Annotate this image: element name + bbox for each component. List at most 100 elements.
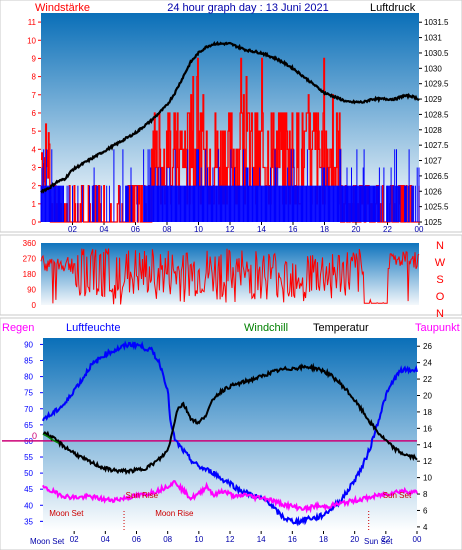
x-tick-label: 12: [226, 535, 235, 544]
x-tick-label: 10: [194, 225, 203, 234]
y-left-ticks-wind: 0 1 2 3 4 5 6 7 8 9 10 11: [27, 18, 41, 227]
y-humidity-tick-label: 85: [24, 357, 33, 366]
y-temperature-tick-label: 20: [423, 391, 432, 400]
legend-temperature: Temperatur: [313, 322, 369, 334]
y-humidity-tick-label: 50: [24, 469, 33, 478]
x-tick-label: 22: [383, 225, 392, 234]
x-tick-label: 04: [101, 535, 110, 544]
y-left-tick-label: 11: [28, 18, 37, 27]
y-humidity-tick-label: 80: [24, 373, 33, 382]
x-tick-label: 06: [131, 225, 140, 234]
x-tick-label: 20: [350, 535, 359, 544]
y-direction-tick-label: 270: [23, 255, 37, 264]
y-right-tick-label: 1029.5: [424, 80, 449, 89]
legend: Regen Luftfeuchte Windchill Temperatur T…: [2, 322, 460, 334]
compass-label: W: [435, 257, 446, 269]
legend-dewpoint: Taupunkt: [415, 322, 460, 334]
x-ticks-bottom: 02 04 06 08 10 12 14 16 18 20 22 00: [70, 531, 422, 544]
compass-label: N: [436, 240, 444, 252]
wind-direction-line: [40, 248, 420, 305]
y-right-tick-label: 1026.5: [424, 172, 449, 181]
y-right-tick-label: 1028.5: [424, 110, 449, 119]
x-tick-label: 20: [352, 225, 361, 234]
y-temperature-tick-label: 26: [423, 342, 432, 351]
humidity-line: [42, 340, 418, 527]
y-direction-tick-label: 90: [27, 286, 36, 295]
y-left-tick-label: 5: [32, 127, 37, 136]
y-humidity-tick-label: 55: [24, 453, 33, 462]
legend-rain: Regen: [2, 322, 34, 334]
y-left-tick-label: 1: [32, 200, 37, 209]
y-left-tick-label: 10: [27, 36, 36, 45]
x-ticks-top: 02 04 06 08 10 12 14 16 18 20 22 00: [68, 222, 424, 234]
y-right-tick-label: 1027: [424, 157, 442, 166]
annotation-label: Sun Set: [383, 491, 412, 500]
y-left-tick-label: 9: [32, 54, 37, 63]
y-right-tick-label: 1029: [424, 95, 442, 104]
y-temperature-tick-label: 4: [423, 523, 428, 532]
y-left-tick-label: 0: [32, 218, 37, 227]
y-temperature-tick-label: 10: [423, 474, 432, 483]
annotation-label: Sun Set: [364, 537, 393, 546]
y-direction-tick-label: 180: [23, 270, 37, 279]
left-axis-title: Windstärke: [35, 2, 90, 14]
x-tick-label: 06: [132, 535, 141, 544]
y-temperature-tick-label: 22: [423, 375, 432, 384]
temperature-line: [42, 362, 418, 476]
y-humidity-tick-label: 75: [24, 389, 33, 398]
compass-label: O: [436, 291, 445, 303]
annotation-label: Sun Rise: [126, 491, 159, 500]
y-left-tick-label: 4: [32, 145, 37, 154]
y-right-tick-label: 1028: [424, 126, 442, 135]
y-right-tick-label: 1030: [424, 64, 442, 73]
y-temperature-tick-label: 12: [423, 457, 432, 466]
y-right-tick-label: 1030.5: [424, 49, 449, 58]
y-direction-tick-label: 0: [32, 301, 37, 310]
y-humidity-tick-label: 40: [24, 501, 33, 510]
y-humidity-tick-label: 35: [24, 517, 33, 526]
windchill-line: [42, 433, 59, 444]
y-left-tick-label: 7: [32, 91, 37, 100]
y-right-tick-label: 1025: [424, 218, 442, 227]
y-left-tick-label: 3: [32, 163, 37, 172]
x-tick-label: 04: [100, 225, 109, 234]
annotation-label: Moon Rise: [155, 509, 194, 518]
x-tick-label: 12: [226, 225, 235, 234]
y-right-tick-label: 1025.5: [424, 203, 449, 212]
y-temperature-tick-label: 6: [423, 506, 428, 515]
y-left-tick-label: 6: [32, 109, 37, 118]
rain-zero-label: 0: [32, 431, 37, 441]
y-temperature-tick-label: 18: [423, 408, 432, 417]
y-right-tick-label: 1026: [424, 187, 442, 196]
gust-series: [40, 149, 420, 222]
legend-humidity: Luftfeuchte: [66, 322, 120, 334]
y-humidity-tick-label: 90: [24, 340, 33, 349]
compass-label: N: [436, 308, 444, 320]
x-tick-label: 02: [68, 225, 77, 234]
y-temperature-tick-label: 8: [423, 490, 428, 499]
pressure-line: [40, 40, 420, 194]
right-axis-title: Luftdruck: [370, 2, 416, 14]
y-humidity-tick-label: 65: [24, 421, 33, 430]
y-left-ticks-direction: 0 90 180 270 360: [23, 239, 37, 310]
x-tick-label: 08: [163, 225, 172, 234]
annotations: Sun Rise Sun Set Moon Set Moon Rise Moon Set…: [30, 491, 412, 546]
compass-label: S: [436, 274, 443, 286]
x-tick-label: 08: [163, 535, 172, 544]
y-left-tick-label: 8: [32, 73, 37, 82]
y-right-tick-label: 1031.5: [424, 18, 449, 27]
x-tick-label: 14: [257, 225, 266, 234]
chart-title: 24 hour graph day : 13 Juni 2021: [167, 2, 328, 14]
y-temperature-tick-label: 14: [423, 441, 432, 450]
y-humidity-tick-label: 70: [24, 405, 33, 414]
x-tick-label: 16: [288, 535, 297, 544]
x-tick-label: 14: [257, 535, 266, 544]
y-left-tick-label: 2: [32, 182, 37, 191]
y-right-ticks-temperature: 4 6 8 10 12 14 16 18 20 22 24 26: [417, 342, 432, 532]
dewpoint-line: [42, 480, 418, 514]
y-right-tick-label: 1031: [424, 34, 442, 43]
x-tick-label: 16: [289, 225, 298, 234]
x-tick-label: 02: [70, 535, 79, 544]
sun-moon-markers: [123, 511, 370, 531]
